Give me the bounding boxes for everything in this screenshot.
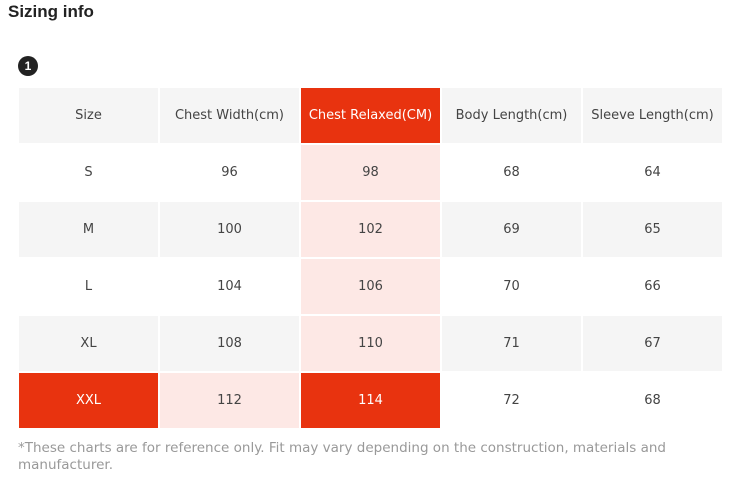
table-row: S 96 98 68 64 [19,145,722,200]
table-cell: 72 [442,373,581,428]
header-chest-relaxed: Chest Relaxed(CM) [301,88,440,143]
table-cell: 68 [583,373,722,428]
header-sleeve-length: Sleeve Length(cm) [583,88,722,143]
table-cell: 98 [301,145,440,200]
table-header-row: Size Chest Width(cm) Chest Relaxed(CM) B… [19,88,722,143]
table-cell: 96 [160,145,299,200]
table-cell: 102 [301,202,440,257]
table-cell: 64 [583,145,722,200]
table-cell: 110 [301,316,440,371]
table-cell: M [19,202,158,257]
table-row: XL 108 110 71 67 [19,316,722,371]
table-cell: 70 [442,259,581,314]
header-size: Size [19,88,158,143]
table-cell: 114 [301,373,440,428]
header-body-length: Body Length(cm) [442,88,581,143]
step-number-badge: 1 [18,56,38,76]
table-cell: 100 [160,202,299,257]
table-cell: 68 [442,145,581,200]
table-cell: XL [19,316,158,371]
header-chest-width: Chest Width(cm) [160,88,299,143]
table-cell: 112 [160,373,299,428]
table-cell: 108 [160,316,299,371]
table-cell: S [19,145,158,200]
table-row: XXL 112 114 72 68 [19,373,722,428]
table-cell: 104 [160,259,299,314]
page-title: Sizing info [8,2,94,21]
table-row: M 100 102 69 65 [19,202,722,257]
table-cell: 65 [583,202,722,257]
table-cell: XXL [19,373,158,428]
table-cell: 66 [583,259,722,314]
table-cell: 67 [583,316,722,371]
table-cell: 69 [442,202,581,257]
table-cell: 71 [442,316,581,371]
table-cell: L [19,259,158,314]
table-cell: 106 [301,259,440,314]
size-chart-table: Size Chest Width(cm) Chest Relaxed(CM) B… [17,86,724,430]
disclaimer-note: *These charts are for reference only. Fi… [18,440,666,473]
table-row: L 104 106 70 66 [19,259,722,314]
